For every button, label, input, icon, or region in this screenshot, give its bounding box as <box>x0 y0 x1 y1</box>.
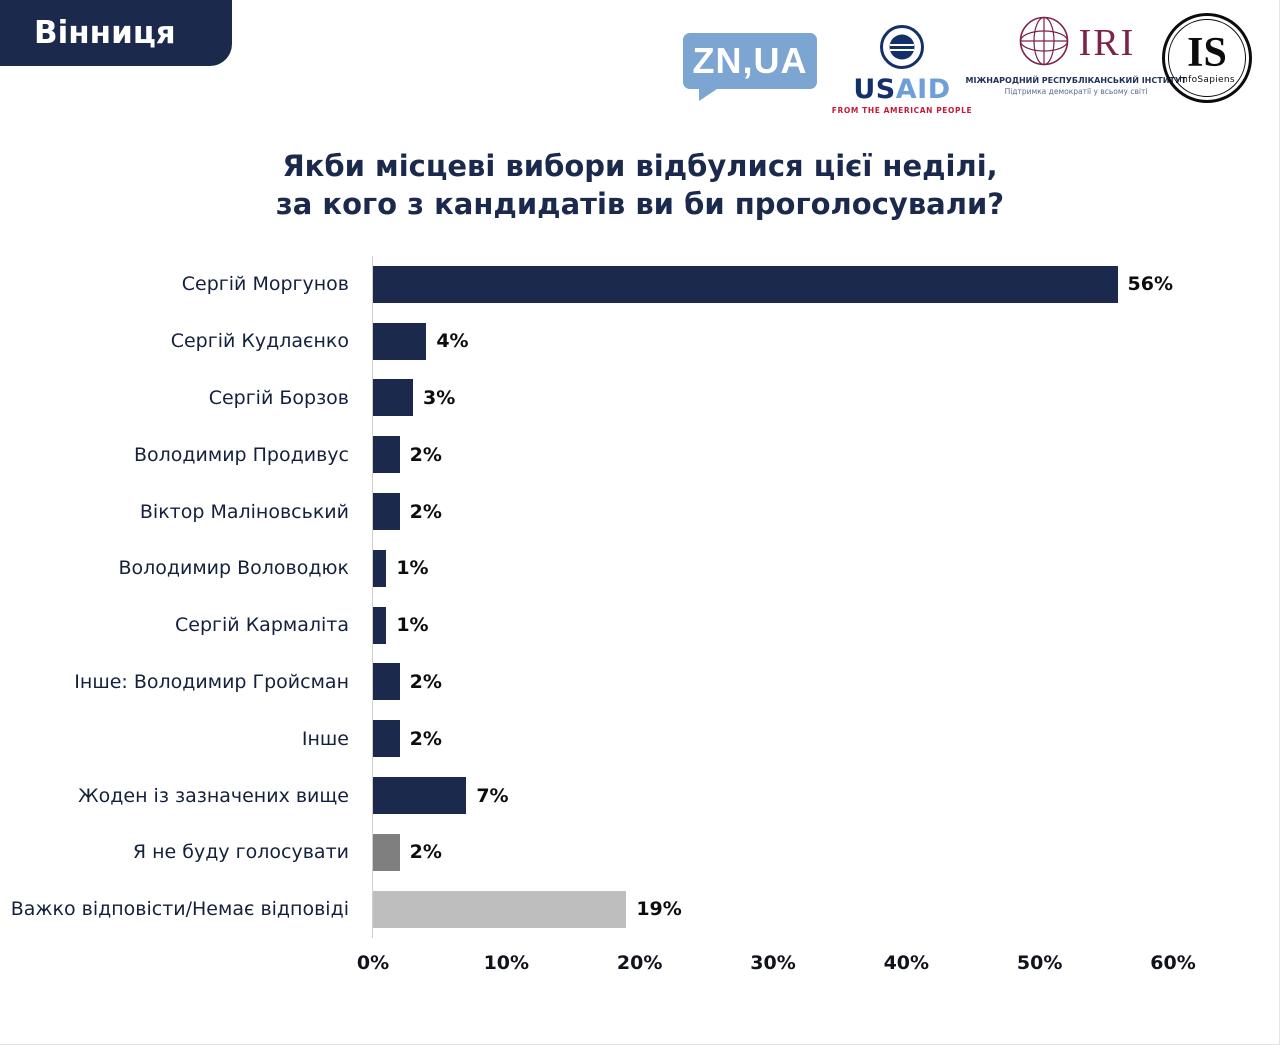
bar-track: 2% <box>373 720 1173 758</box>
value-label: 2% <box>409 727 442 750</box>
category-label: Володимир Воловодюк <box>118 557 349 580</box>
value-label: 56% <box>1127 273 1173 296</box>
usaid-aid-text: AID <box>895 74 951 105</box>
bar-track: 4% <box>373 322 1173 360</box>
axis-baseline <box>372 256 373 938</box>
chart-row: Володимир Продивус 2% <box>0 426 1200 483</box>
chart-row: Важко відповісти/Немає відповіді 19% <box>0 881 1200 938</box>
chart-row: Сергій Кудлаєнко 4% <box>0 313 1200 370</box>
infosapiens-logo: IS InfoSapiens <box>1162 13 1252 103</box>
category-label: Віктор Маліновський <box>139 500 349 523</box>
value-label: 2% <box>409 443 442 466</box>
chart-row: Сергій Борзов 3% <box>0 370 1200 427</box>
usaid-tagline: FROM THE AMERICAN PEOPLE <box>831 106 973 115</box>
bar <box>373 606 387 644</box>
x-tick-label: 20% <box>616 951 663 974</box>
value-label: 3% <box>423 386 456 409</box>
x-tick-label: 10% <box>483 951 530 974</box>
chart-row: Сергій Кармаліта 1% <box>0 597 1200 654</box>
bar <box>373 890 627 928</box>
infosapiens-abbr-text: IS <box>1187 29 1227 76</box>
bar <box>373 436 400 474</box>
value-label: 19% <box>636 898 682 921</box>
bar-track: 3% <box>373 379 1173 417</box>
bar-track: 19% <box>373 890 1173 928</box>
usaid-wordmark: USAID <box>853 76 950 103</box>
bar <box>373 663 400 701</box>
bar-track: 2% <box>373 493 1173 531</box>
chart-row: Я не буду голосувати 2% <box>0 824 1200 881</box>
value-label: 7% <box>476 784 509 807</box>
chart-title-line1: Якби місцеві вибори відбулися цієї неділ… <box>282 149 998 183</box>
znua-logo-label: ZN,UA <box>692 40 808 81</box>
chart-row: Інше 2% <box>0 710 1200 767</box>
bar-track: 2% <box>373 436 1173 474</box>
category-label: Володимир Продивус <box>133 443 349 466</box>
bar <box>373 720 400 758</box>
category-label: Сергій Кудлаєнко <box>170 330 349 353</box>
infosapiens-name-text: InfoSapiens <box>1179 74 1235 85</box>
x-tick-label: 60% <box>1150 951 1196 974</box>
value-label: 2% <box>409 670 442 693</box>
chart-row: Віктор Маліновський 2% <box>0 483 1200 540</box>
iri-logo-top: IRI <box>1017 14 1136 72</box>
chart-row: Володимир Воловодюк 1% <box>0 540 1200 597</box>
x-tick-label: 30% <box>750 951 796 974</box>
region-badge-label: Вінниця <box>34 15 176 51</box>
x-tick-label: 40% <box>883 951 930 974</box>
chart-row: Сергій Моргунов 56% <box>0 256 1200 313</box>
usaid-logo: USAID FROM THE AMERICAN PEOPLE <box>832 24 972 115</box>
bar <box>373 379 413 417</box>
bar-track: 56% <box>373 265 1173 303</box>
category-label: Важко відповісти/Немає відповіді <box>10 898 349 921</box>
category-label: Сергій Кармаліта <box>175 614 349 637</box>
category-label: Інше <box>301 727 349 750</box>
iri-tagline-text: Підтримка демократії у всьому світі <box>1004 87 1148 96</box>
iri-abbr-text: IRI <box>1078 22 1136 64</box>
bar <box>373 493 400 531</box>
bar-track: 2% <box>373 663 1173 701</box>
chart-title-line2: за кого з кандидатів ви би проголосували… <box>275 186 1005 221</box>
category-label: Сергій Моргунов <box>181 273 349 296</box>
iri-globe-icon <box>1017 14 1071 72</box>
category-label: Я не буду голосувати <box>132 841 349 864</box>
value-label: 2% <box>409 841 442 864</box>
bar <box>373 265 1118 303</box>
bar-track: 1% <box>373 606 1173 644</box>
value-label: 2% <box>409 500 442 523</box>
chart-title: Якби місцеві вибори відбулися цієї неділ… <box>180 148 1100 223</box>
x-tick-label: 50% <box>1016 951 1063 974</box>
bar <box>373 322 427 360</box>
bar <box>373 833 400 871</box>
category-label: Інше: Володимир Гройсман <box>74 670 349 693</box>
chart-rows: Сергій Моргунов 56% Сергій Кудлаєнко 4% Серг… <box>0 256 1200 938</box>
chart-row: Інше: Володимир Гройсман 2% <box>0 654 1200 711</box>
usaid-seal-icon <box>879 24 925 74</box>
usaid-us-text: US <box>853 74 896 105</box>
x-tick-label: 0% <box>356 951 390 974</box>
bar <box>373 549 387 587</box>
value-label: 1% <box>396 557 429 580</box>
iri-name-text: МІЖНАРОДНИЙ РЕСПУБЛІКАНСЬКИЙ ІНСТИТУТ <box>965 76 1187 85</box>
bar-track: 7% <box>373 777 1173 815</box>
value-label: 1% <box>396 614 429 637</box>
value-label: 4% <box>436 330 469 353</box>
iri-logo: IRI МІЖНАРОДНИЙ РЕСПУБЛІКАНСЬКИЙ ІНСТИТУ… <box>966 14 1186 96</box>
bar-track: 2% <box>373 833 1173 871</box>
bar <box>373 777 467 815</box>
x-axis: 0% 10% 20% 30% 40% 50% 60% <box>357 951 1196 982</box>
bar-track: 1% <box>373 549 1173 587</box>
bar-chart: Сергій Моргунов 56% Сергій Кудлаєнко 4% Серг… <box>0 256 1200 982</box>
category-label: Сергій Борзов <box>208 386 349 409</box>
category-label: Жоден із зазначених вище <box>78 784 349 807</box>
znua-logo: ZN,UA <box>683 33 817 101</box>
region-badge: Вінниця <box>0 0 232 66</box>
chart-row: Жоден із зазначених вище 7% <box>0 767 1200 824</box>
